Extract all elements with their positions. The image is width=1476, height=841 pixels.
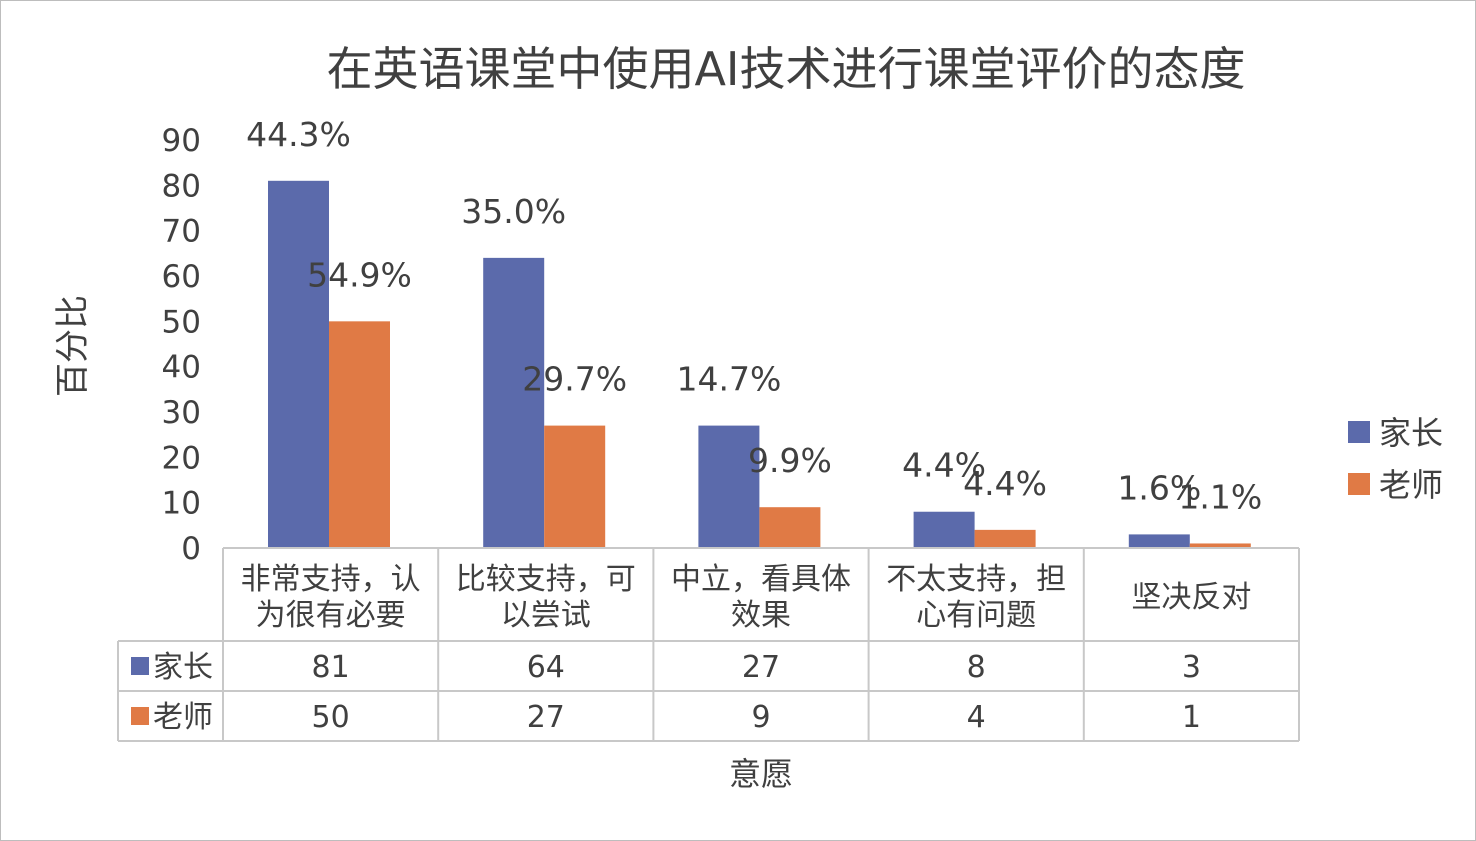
legend-label: 老师 (1379, 466, 1443, 504)
table-legend-swatch (131, 707, 149, 725)
bar-value-label: 35.0% (461, 192, 566, 231)
bar-parents (698, 425, 760, 548)
bar-value-label: 1.6% (1117, 468, 1201, 507)
y-tick-label: 30 (162, 395, 201, 431)
category-label: 中立，看具体 (671, 562, 851, 597)
table-cell-value: 27 (527, 700, 565, 735)
category-label: 非常支持，认 (241, 562, 421, 597)
category-label: 坚决反对 (1131, 580, 1251, 615)
y-tick-label: 70 (162, 214, 201, 250)
table-series-name: 家长 (153, 650, 213, 685)
y-tick-label: 90 (162, 123, 201, 159)
legend-swatch (1348, 473, 1370, 495)
chart-title: 在英语课堂中使用AI技术进行课堂评价的态度 (326, 42, 1245, 96)
table-cell-value: 8 (967, 650, 986, 685)
table-cell-value: 50 (312, 700, 350, 735)
bar-teachers (329, 321, 390, 548)
y-tick-label: 60 (162, 259, 201, 295)
table-cell-value: 64 (527, 650, 565, 685)
bar-value-label: 9.9% (748, 441, 832, 480)
y-tick-label: 10 (162, 486, 201, 522)
bar-parents (913, 511, 975, 548)
bar-value-label: 4.4% (963, 464, 1047, 503)
y-axis-label: 百分比 (53, 295, 93, 397)
table-series-name: 老师 (153, 700, 213, 735)
bar-parents (1128, 534, 1190, 548)
category-label: 效果 (731, 598, 791, 633)
legend-swatch (1348, 421, 1370, 443)
y-tick-label: 20 (162, 440, 201, 476)
bars (268, 180, 1251, 549)
bar-value-label: 44.3% (246, 115, 351, 154)
table-cell-value: 81 (312, 650, 350, 685)
category-label: 比较支持，可 (456, 562, 636, 597)
bar-parents (268, 180, 329, 549)
y-axis-ticks: 0 10 20 30 40 50 60 70 80 90 (162, 123, 201, 567)
bar-value-label: 1.1% (1178, 477, 1262, 516)
bar-value-label: 54.9% (307, 255, 412, 294)
y-tick-label: 0 (181, 531, 201, 567)
y-tick-label: 50 (162, 304, 201, 340)
table-cell-value: 27 (742, 650, 780, 685)
bar-teachers (544, 425, 606, 548)
data-labels: 44.3% 35.0% 14.7% 4.4% 1.6% 54.9% 29.7% 9.9% 4.4… (246, 115, 1262, 517)
table-cell-value: 4 (967, 700, 986, 735)
table-cell-value: 1 (1182, 700, 1201, 735)
category-label: 不太支持，担 (886, 562, 1066, 597)
bar-teachers (759, 507, 821, 548)
bar-value-label: 4.4% (902, 446, 986, 485)
table-legend-swatch (131, 657, 149, 675)
bar-value-label: 29.7% (522, 360, 627, 399)
bar-teachers (974, 529, 1036, 548)
table-cell-value: 9 (751, 700, 770, 735)
y-tick-label: 80 (162, 168, 201, 204)
category-label: 心有问题 (916, 598, 1036, 633)
x-axis-label: 意愿 (729, 755, 793, 793)
bar-teachers (1189, 543, 1251, 548)
category-label: 以尝试 (501, 598, 591, 633)
bar-value-label: 14.7% (676, 360, 781, 399)
y-tick-label: 40 (162, 350, 201, 386)
legend-label: 家长 (1379, 414, 1443, 452)
bar-parents (483, 257, 545, 548)
table-cell-value: 3 (1182, 650, 1201, 685)
category-label: 为很有必要 (256, 598, 406, 633)
